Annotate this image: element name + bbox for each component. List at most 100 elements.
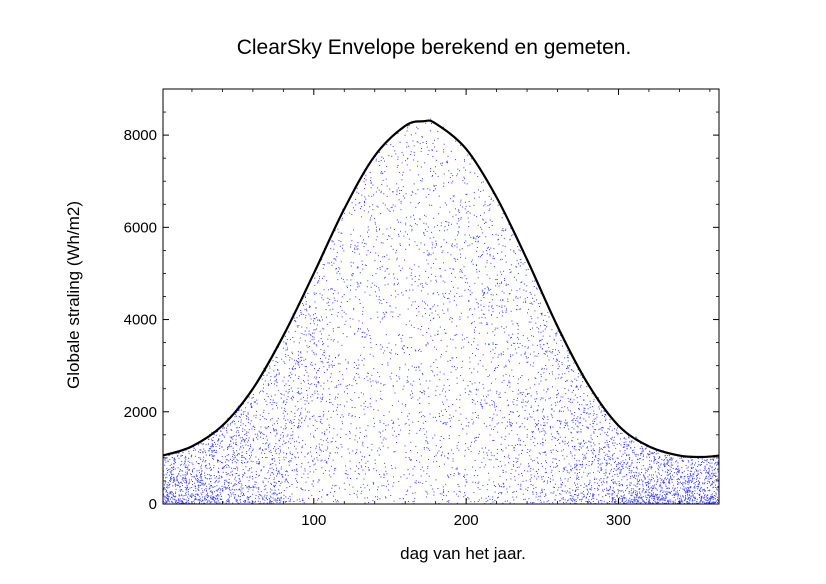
- data-point: [630, 475, 632, 477]
- data-point: [204, 477, 206, 479]
- data-point: [193, 468, 195, 470]
- data-point: [700, 464, 702, 466]
- data-point: [300, 352, 302, 354]
- data-point: [182, 497, 184, 499]
- data-point: [670, 475, 672, 477]
- data-point: [210, 498, 212, 500]
- data-point: [327, 338, 329, 340]
- data-point: [529, 416, 531, 418]
- data-point: [243, 440, 245, 442]
- data-point: [282, 432, 284, 434]
- data-point: [368, 502, 370, 504]
- data-point: [325, 470, 327, 472]
- scatter-series: [162, 118, 720, 505]
- data-point: [498, 396, 500, 398]
- data-point: [422, 374, 424, 376]
- data-point: [298, 364, 300, 366]
- data-point: [668, 487, 670, 489]
- data-point: [455, 260, 457, 262]
- data-point: [217, 481, 219, 483]
- data-point: [627, 487, 629, 489]
- data-point: [494, 334, 496, 336]
- data-point: [284, 407, 286, 409]
- data-point: [287, 434, 289, 436]
- data-point: [518, 389, 520, 391]
- data-point: [449, 420, 451, 422]
- data-point: [354, 439, 356, 441]
- data-point: [573, 415, 575, 417]
- data-point: [509, 354, 511, 356]
- data-point: [486, 247, 488, 249]
- data-point: [633, 484, 635, 486]
- data-point: [281, 393, 283, 395]
- data-point: [228, 482, 230, 484]
- data-point: [240, 413, 242, 415]
- data-point: [713, 473, 715, 475]
- data-point: [405, 494, 407, 496]
- data-point: [476, 271, 478, 273]
- data-point: [444, 408, 446, 410]
- data-point: [376, 230, 378, 232]
- data-point: [379, 498, 381, 500]
- data-point: [226, 432, 228, 434]
- data-point: [709, 497, 711, 499]
- data-point: [202, 496, 204, 498]
- data-point: [394, 205, 396, 207]
- data-point: [486, 322, 488, 324]
- data-point: [400, 221, 402, 223]
- data-point: [475, 470, 477, 472]
- data-point: [402, 388, 404, 390]
- data-point: [218, 480, 220, 482]
- data-point: [657, 499, 659, 501]
- data-point: [483, 293, 485, 295]
- data-point: [247, 490, 249, 492]
- data-point: [500, 282, 502, 284]
- data-point: [164, 502, 166, 504]
- data-point: [299, 420, 301, 422]
- data-point: [561, 345, 563, 347]
- data-point: [429, 413, 431, 415]
- data-point: [218, 467, 220, 469]
- data-point: [665, 477, 667, 479]
- data-point: [414, 281, 416, 283]
- data-point: [281, 474, 283, 476]
- data-point: [247, 497, 249, 499]
- data-point: [211, 485, 213, 487]
- data-point: [296, 486, 298, 488]
- data-point: [443, 173, 445, 175]
- data-point: [436, 385, 438, 387]
- data-point: [590, 403, 592, 405]
- data-point: [272, 469, 274, 471]
- data-point: [373, 194, 375, 196]
- data-point: [322, 344, 324, 346]
- data-point: [443, 489, 445, 491]
- data-point: [283, 456, 285, 458]
- data-point: [282, 474, 284, 476]
- data-point: [450, 150, 452, 152]
- data-point: [471, 243, 473, 245]
- data-point: [689, 494, 690, 496]
- data-point: [560, 423, 562, 425]
- data-point: [583, 418, 585, 420]
- data-point: [379, 302, 381, 304]
- data-point: [367, 280, 369, 282]
- data-point: [528, 465, 530, 467]
- data-point: [355, 246, 357, 248]
- data-point: [262, 442, 264, 444]
- data-point: [197, 494, 199, 496]
- data-point: [198, 457, 200, 459]
- data-point: [500, 449, 502, 451]
- data-point: [696, 475, 697, 477]
- data-point: [276, 402, 278, 404]
- data-point: [172, 502, 174, 504]
- data-point: [473, 329, 475, 331]
- data-point: [456, 175, 458, 177]
- data-point: [484, 399, 486, 401]
- data-point: [176, 502, 178, 504]
- data-point: [544, 472, 546, 474]
- data-point: [238, 416, 240, 418]
- data-point: [556, 359, 558, 361]
- data-point: [319, 415, 321, 417]
- data-point: [236, 500, 238, 502]
- data-point: [618, 496, 620, 498]
